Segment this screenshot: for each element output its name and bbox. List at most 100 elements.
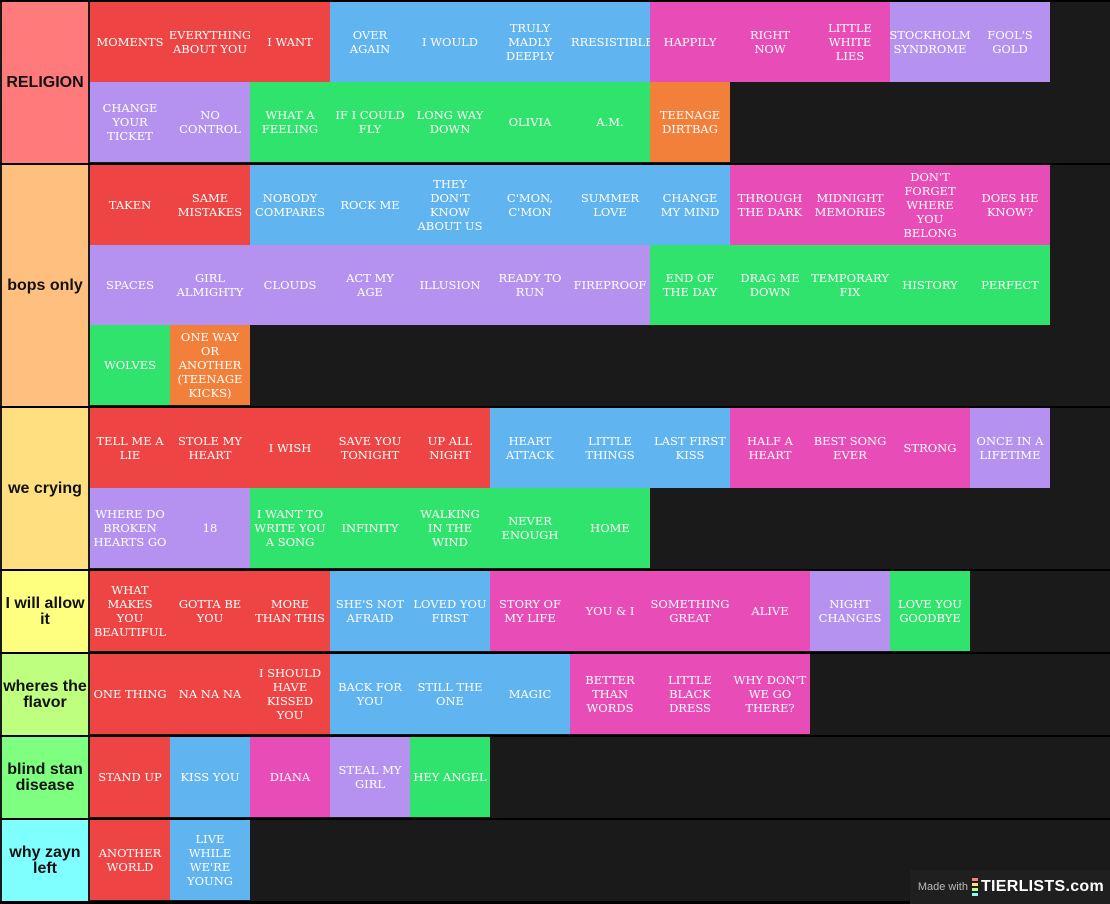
watermark[interactable]: Made with TIERLISTS.com: [910, 870, 1110, 904]
song-tile[interactable]: PERFECT: [970, 245, 1050, 325]
song-tile[interactable]: YOU & I: [570, 571, 650, 651]
song-tile[interactable]: DRAG ME DOWN: [730, 245, 810, 325]
song-tile[interactable]: LIVE WHILE WE'RE YOUNG: [170, 820, 250, 900]
song-tile[interactable]: ILLUSION: [410, 245, 490, 325]
song-tile[interactable]: STOLE MY HEART: [170, 408, 250, 488]
song-tile[interactable]: SHE'S NOT AFRAID: [330, 571, 410, 651]
song-tile[interactable]: ONCE IN A LIFETIME: [970, 408, 1050, 488]
song-tile[interactable]: LOVED YOU FIRST: [410, 571, 490, 651]
song-tile[interactable]: WHY DON'T WE GO THERE?: [730, 654, 810, 734]
song-tile[interactable]: ACT MY AGE: [330, 245, 410, 325]
song-tile[interactable]: ALIVE: [730, 571, 810, 651]
song-tile[interactable]: NA NA NA: [170, 654, 250, 734]
song-tile[interactable]: UP ALL NIGHT: [410, 408, 490, 488]
song-tile[interactable]: HISTORY: [890, 245, 970, 325]
song-tile[interactable]: SUMMER LOVE: [570, 165, 650, 245]
song-tile[interactable]: LITTLE WHITE LIES: [810, 2, 890, 82]
song-tile[interactable]: SAME MISTAKES: [170, 165, 250, 245]
song-tile[interactable]: TEENAGE DIRTBAG: [650, 82, 730, 162]
song-tile[interactable]: INFINITY: [330, 488, 410, 568]
song-tile[interactable]: LAST FIRST KISS: [650, 408, 730, 488]
song-tile[interactable]: MIDNIGHT MEMORIES: [810, 165, 890, 245]
song-tile[interactable]: WHAT A FEELING: [250, 82, 330, 162]
song-tile[interactable]: DIANA: [250, 737, 330, 817]
tier-label[interactable]: wheres the flavor: [2, 654, 88, 735]
song-tile[interactable]: IF I COULD FLY: [330, 82, 410, 162]
song-tile[interactable]: OLIVIA: [490, 82, 570, 162]
song-tile[interactable]: NEVER ENOUGH: [490, 488, 570, 568]
song-tile[interactable]: WALKING IN THE WIND: [410, 488, 490, 568]
song-tile[interactable]: LOVE YOU GOODBYE: [890, 571, 970, 651]
song-tile[interactable]: SAVE YOU TONIGHT: [330, 408, 410, 488]
song-tile[interactable]: KISS YOU: [170, 737, 250, 817]
song-tile[interactable]: EVERYTHING ABOUT YOU: [170, 2, 250, 82]
tier-label[interactable]: why zayn left: [2, 820, 88, 901]
song-tile[interactable]: ROCK ME: [330, 165, 410, 245]
song-tile[interactable]: A.M.: [570, 82, 650, 162]
song-tile[interactable]: I WANT: [250, 2, 330, 82]
song-tile[interactable]: HEY ANGEL: [410, 737, 490, 817]
song-tile[interactable]: I WOULD: [410, 2, 490, 82]
song-tile[interactable]: WOLVES: [90, 325, 170, 405]
song-tile[interactable]: STILL THE ONE: [410, 654, 490, 734]
song-tile[interactable]: SPACES: [90, 245, 170, 325]
tier-label[interactable]: we crying: [2, 408, 88, 569]
song-tile[interactable]: END OF THE DAY: [650, 245, 730, 325]
song-tile[interactable]: STOCKHOLM SYNDROME: [890, 2, 970, 82]
song-tile[interactable]: DON'T FORGET WHERE YOU BELONG: [890, 165, 970, 245]
song-tile[interactable]: CHANGE MY MIND: [650, 165, 730, 245]
tier-label[interactable]: RELIGION: [2, 2, 88, 163]
song-tile[interactable]: MORE THAN THIS: [250, 571, 330, 651]
song-tile[interactable]: STRONG: [890, 408, 970, 488]
song-tile[interactable]: CLOUDS: [250, 245, 330, 325]
song-tile[interactable]: FOOL'S GOLD: [970, 2, 1050, 82]
song-tile[interactable]: ANOTHER WORLD: [90, 820, 170, 900]
song-tile[interactable]: GOTTA BE YOU: [170, 571, 250, 651]
song-tile[interactable]: THEY DON'T KNOW ABOUT US: [410, 165, 490, 245]
song-tile[interactable]: HAPPILY: [650, 2, 730, 82]
tier-label[interactable]: bops only: [2, 165, 88, 406]
song-tile[interactable]: LONG WAY DOWN: [410, 82, 490, 162]
song-tile[interactable]: HOME: [570, 488, 650, 568]
song-tile[interactable]: I SHOULD HAVE KISSED YOU: [250, 654, 330, 734]
song-tile[interactable]: MAGIC: [490, 654, 570, 734]
song-tile[interactable]: STEAL MY GIRL: [330, 737, 410, 817]
song-tile[interactable]: 18: [170, 488, 250, 568]
song-tile[interactable]: BACK FOR YOU: [330, 654, 410, 734]
song-tile[interactable]: OVER AGAIN: [330, 2, 410, 82]
song-tile[interactable]: HALF A HEART: [730, 408, 810, 488]
song-tile[interactable]: ONE WAY OR ANOTHER (TEENAGE KICKS): [170, 325, 250, 405]
song-tile[interactable]: FIREPROOF: [570, 245, 650, 325]
song-tile[interactable]: WHERE DO BROKEN HEARTS GO: [90, 488, 170, 568]
song-tile[interactable]: STORY OF MY LIFE: [490, 571, 570, 651]
song-tile[interactable]: LITTLE BLACK DRESS: [650, 654, 730, 734]
song-tile[interactable]: IRRESISTIBLE: [570, 2, 650, 82]
song-tile[interactable]: SOMETHING GREAT: [650, 571, 730, 651]
song-tile[interactable]: HEART ATTACK: [490, 408, 570, 488]
song-tile[interactable]: GIRL ALMIGHTY: [170, 245, 250, 325]
song-tile[interactable]: TELL ME A LIE: [90, 408, 170, 488]
song-tile[interactable]: BETTER THAN WORDS: [570, 654, 650, 734]
song-tile[interactable]: CHANGE YOUR TICKET: [90, 82, 170, 162]
tier-label[interactable]: I will allow it: [2, 571, 88, 652]
song-tile[interactable]: STAND UP: [90, 737, 170, 817]
song-tile[interactable]: THROUGH THE DARK: [730, 165, 810, 245]
song-tile[interactable]: BEST SONG EVER: [810, 408, 890, 488]
song-tile[interactable]: LITTLE THINGS: [570, 408, 650, 488]
song-tile[interactable]: ONE THING: [90, 654, 170, 734]
song-tile[interactable]: READY TO RUN: [490, 245, 570, 325]
song-tile[interactable]: TRULY MADLY DEEPLY: [490, 2, 570, 82]
song-tile[interactable]: RIGHT NOW: [730, 2, 810, 82]
song-tile[interactable]: NOBODY COMPARES: [250, 165, 330, 245]
song-tile[interactable]: DOES HE KNOW?: [970, 165, 1050, 245]
song-tile[interactable]: I WISH: [250, 408, 330, 488]
song-tile[interactable]: WHAT MAKES YOU BEAUTIFUL: [90, 571, 170, 651]
song-tile[interactable]: TEMPORARY FIX: [810, 245, 890, 325]
song-tile[interactable]: TAKEN: [90, 165, 170, 245]
song-tile[interactable]: I WANT TO WRITE YOU A SONG: [250, 488, 330, 568]
song-tile[interactable]: NIGHT CHANGES: [810, 571, 890, 651]
song-tile[interactable]: NO CONTROL: [170, 82, 250, 162]
song-tile[interactable]: C'MON, C'MON: [490, 165, 570, 245]
tier-label[interactable]: blind stan disease: [2, 737, 88, 818]
song-tile[interactable]: MOMENTS: [90, 2, 170, 82]
